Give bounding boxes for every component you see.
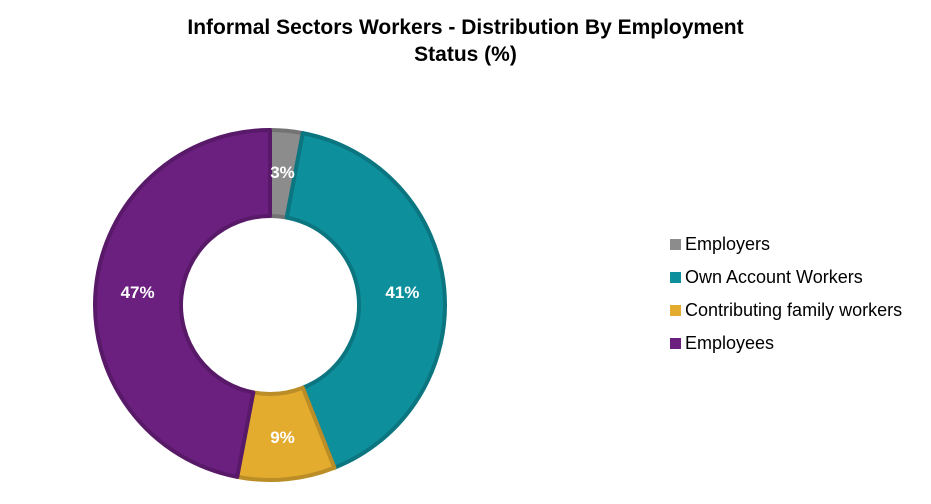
chart-title-line-2: Status (%) xyxy=(414,43,517,66)
donut-data-labels: 3% 41% 9% 47% xyxy=(121,163,420,447)
data-label-own-account-workers: 41% xyxy=(385,283,419,302)
legend-label: Contributing family workers xyxy=(685,300,903,320)
legend-swatch xyxy=(670,338,681,349)
legend-swatch xyxy=(670,239,681,250)
legend-item-employers: Employers xyxy=(670,228,902,261)
chart-title-line-1: Informal Sectors Workers - Distribution … xyxy=(187,16,744,39)
legend-item-own-account-workers: Own Account Workers xyxy=(670,261,902,294)
chart-title: Informal Sectors Workers - Distribution … xyxy=(0,14,931,68)
slice-own-account-workers xyxy=(284,131,447,470)
legend-label: Own Account Workers xyxy=(685,267,863,287)
legend-swatch xyxy=(670,272,681,283)
legend-label: Employers xyxy=(685,234,771,254)
slice-employees xyxy=(93,128,272,479)
legend-item-employees: Employees xyxy=(670,327,902,360)
donut-slices xyxy=(93,128,447,482)
data-label-employers: 3% xyxy=(270,163,295,182)
legend-label: Employees xyxy=(685,333,775,353)
legend-item-contributing-family-workers: Contributing family workers xyxy=(670,294,902,327)
data-label-employees: 47% xyxy=(121,283,155,302)
legend-swatch xyxy=(670,305,681,316)
data-label-contributing-family-workers: 9% xyxy=(270,428,295,447)
chart-legend: Employers Own Account Workers Contributing… xyxy=(670,228,902,360)
